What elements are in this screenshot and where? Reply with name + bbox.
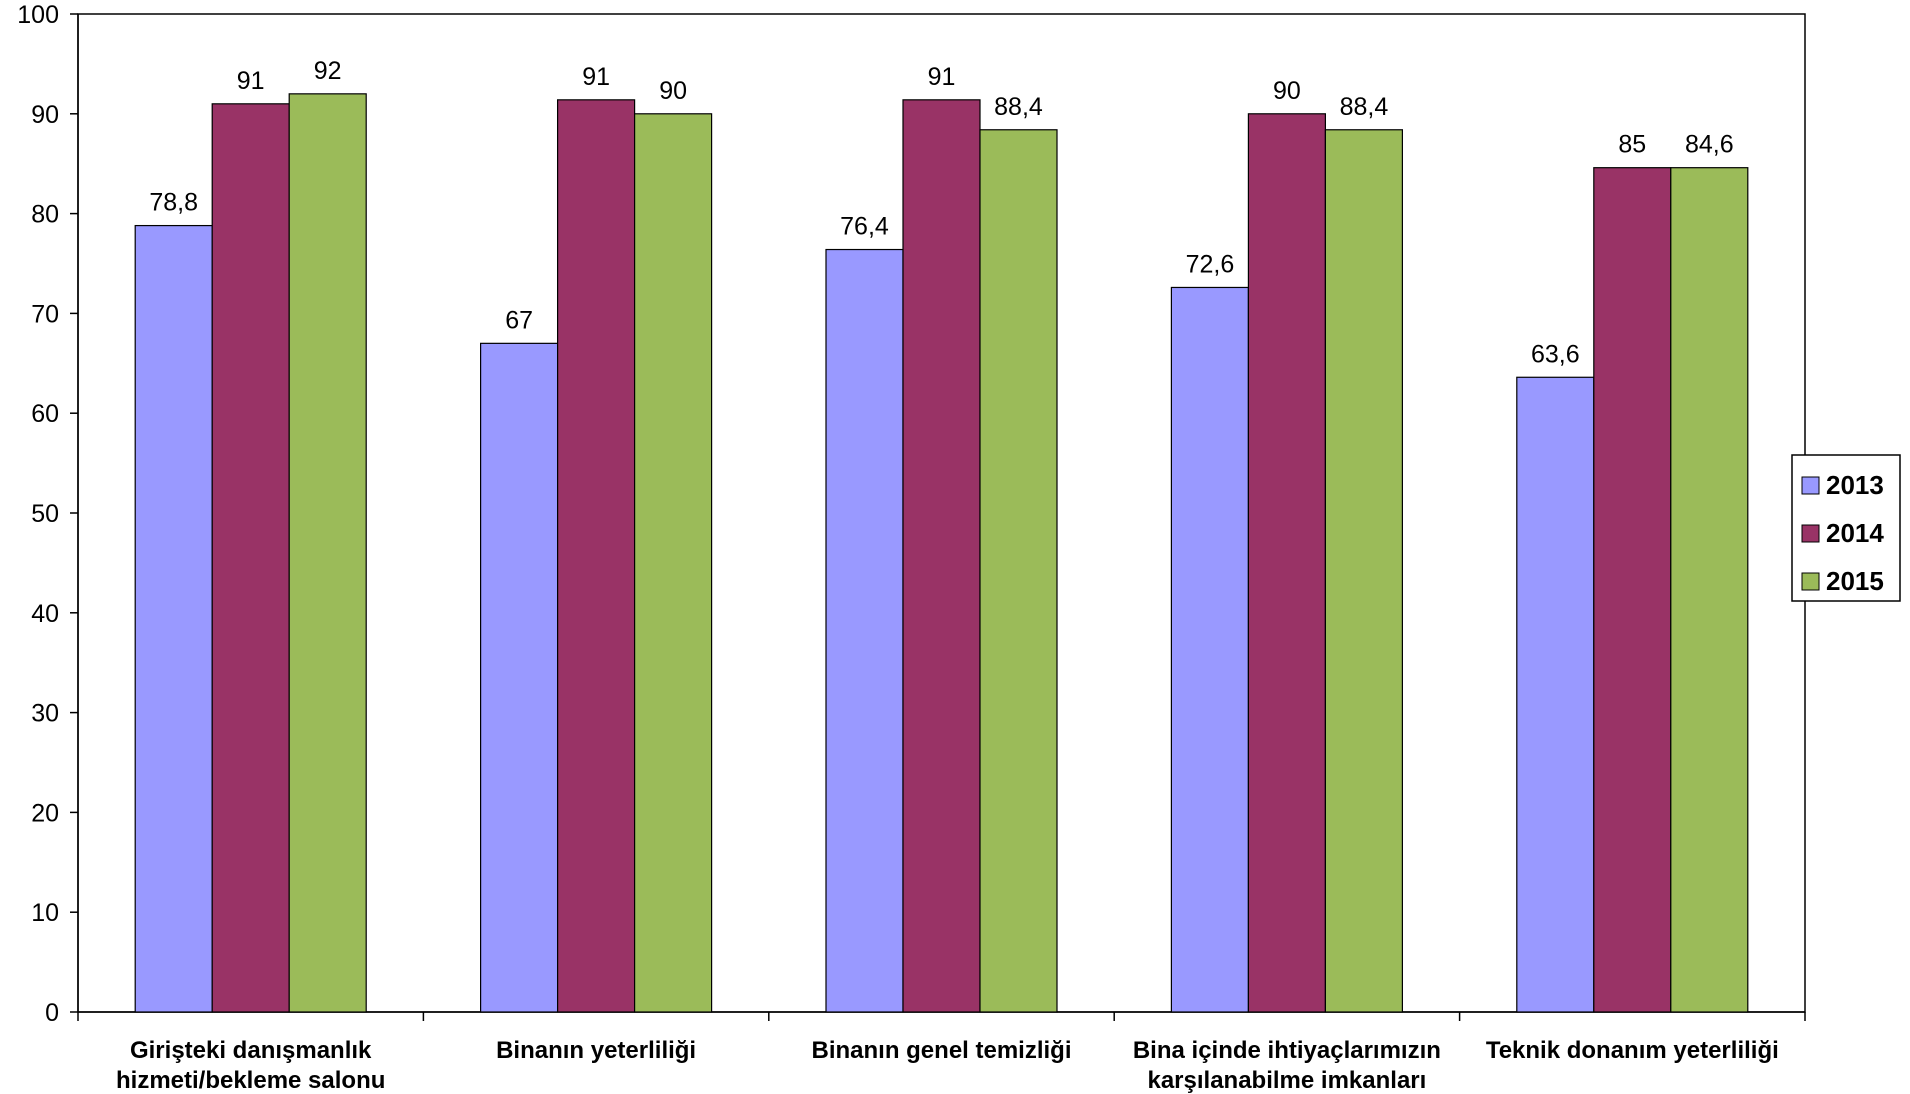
category-label: Girişteki danışmanlık — [130, 1037, 372, 1064]
data-label: 85 — [1618, 131, 1646, 159]
bar-series-group — [134, 93, 1749, 1013]
data-label: 91 — [237, 67, 265, 95]
data-label: 76,4 — [840, 213, 889, 241]
data-label: 91 — [582, 63, 610, 91]
data-label: 67 — [505, 306, 533, 334]
bar-2013 — [134, 224, 213, 1013]
bar-2014 — [556, 99, 636, 1013]
data-label: 92 — [314, 57, 342, 85]
category-label: Binanın yeterliliği — [496, 1037, 696, 1064]
bar-2014 — [211, 103, 290, 1013]
bar-2014 — [1593, 167, 1672, 1013]
bar-2014 — [1247, 113, 1327, 1013]
bar-2013 — [480, 342, 559, 1013]
bar-2015 — [288, 93, 367, 1013]
legend-swatch-2015 — [1801, 572, 1820, 591]
y-tick-label: 70 — [31, 300, 59, 328]
legend: 2013 2014 2015 — [1791, 454, 1901, 602]
category-label: karşılanabilme imkanları — [1147, 1067, 1426, 1094]
category-label: Bina içinde ihtiyaçlarımızın — [1133, 1037, 1441, 1064]
y-tick-label: 90 — [31, 101, 59, 129]
legend-swatch-2014 — [1801, 524, 1820, 543]
legend-swatch-2013 — [1801, 476, 1820, 495]
y-tick-label: 50 — [31, 500, 59, 528]
bar-2014 — [902, 99, 981, 1013]
bar-2013 — [1516, 376, 1595, 1013]
category-label-group: Girişteki danışmanlık hizmeti/bekleme sal… — [116, 1037, 1779, 1094]
y-tick-label: 30 — [31, 700, 59, 728]
y-tick-label: 40 — [31, 600, 59, 628]
data-label: 63,6 — [1531, 340, 1580, 368]
y-tick-label: 80 — [31, 201, 59, 229]
data-label: 84,6 — [1685, 131, 1734, 159]
data-label: 78,8 — [149, 189, 198, 217]
y-axis: 0 10 20 30 40 50 60 70 80 90 100 — [17, 1, 79, 1027]
bar-2013 — [825, 248, 904, 1013]
category-label: Teknik donanım yeterliliği — [1486, 1037, 1779, 1064]
category-label: hizmeti/bekleme salonu — [116, 1067, 385, 1094]
legend-label-2013: 2013 — [1826, 470, 1884, 500]
y-tick-label: 0 — [45, 999, 59, 1027]
legend-label-2014: 2014 — [1826, 518, 1884, 548]
data-label: 72,6 — [1186, 250, 1235, 278]
y-tick-label: 60 — [31, 400, 59, 428]
y-tick-label: 10 — [31, 899, 59, 927]
data-label-group: 78,8 67 76,4 72,6 63,6 91 91 91 90 85 92 90 88,4 88,4… — [149, 57, 1733, 368]
data-label: 88,4 — [994, 93, 1043, 121]
category-label: Binanın genel temizliği — [811, 1037, 1071, 1064]
data-label: 90 — [659, 77, 687, 105]
x-axis — [77, 1011, 1806, 1021]
bar-2015 — [979, 129, 1058, 1013]
data-label: 88,4 — [1340, 93, 1389, 121]
y-tick-label: 100 — [17, 1, 59, 29]
data-label: 90 — [1273, 77, 1301, 105]
data-label: 91 — [928, 63, 956, 91]
y-tick-label: 20 — [31, 799, 59, 827]
bar-2015 — [633, 113, 713, 1013]
legend-label-2015: 2015 — [1826, 566, 1884, 596]
bar-2015 — [1670, 167, 1749, 1013]
bar-2013 — [1170, 286, 1250, 1013]
bar-2015 — [1324, 129, 1404, 1013]
